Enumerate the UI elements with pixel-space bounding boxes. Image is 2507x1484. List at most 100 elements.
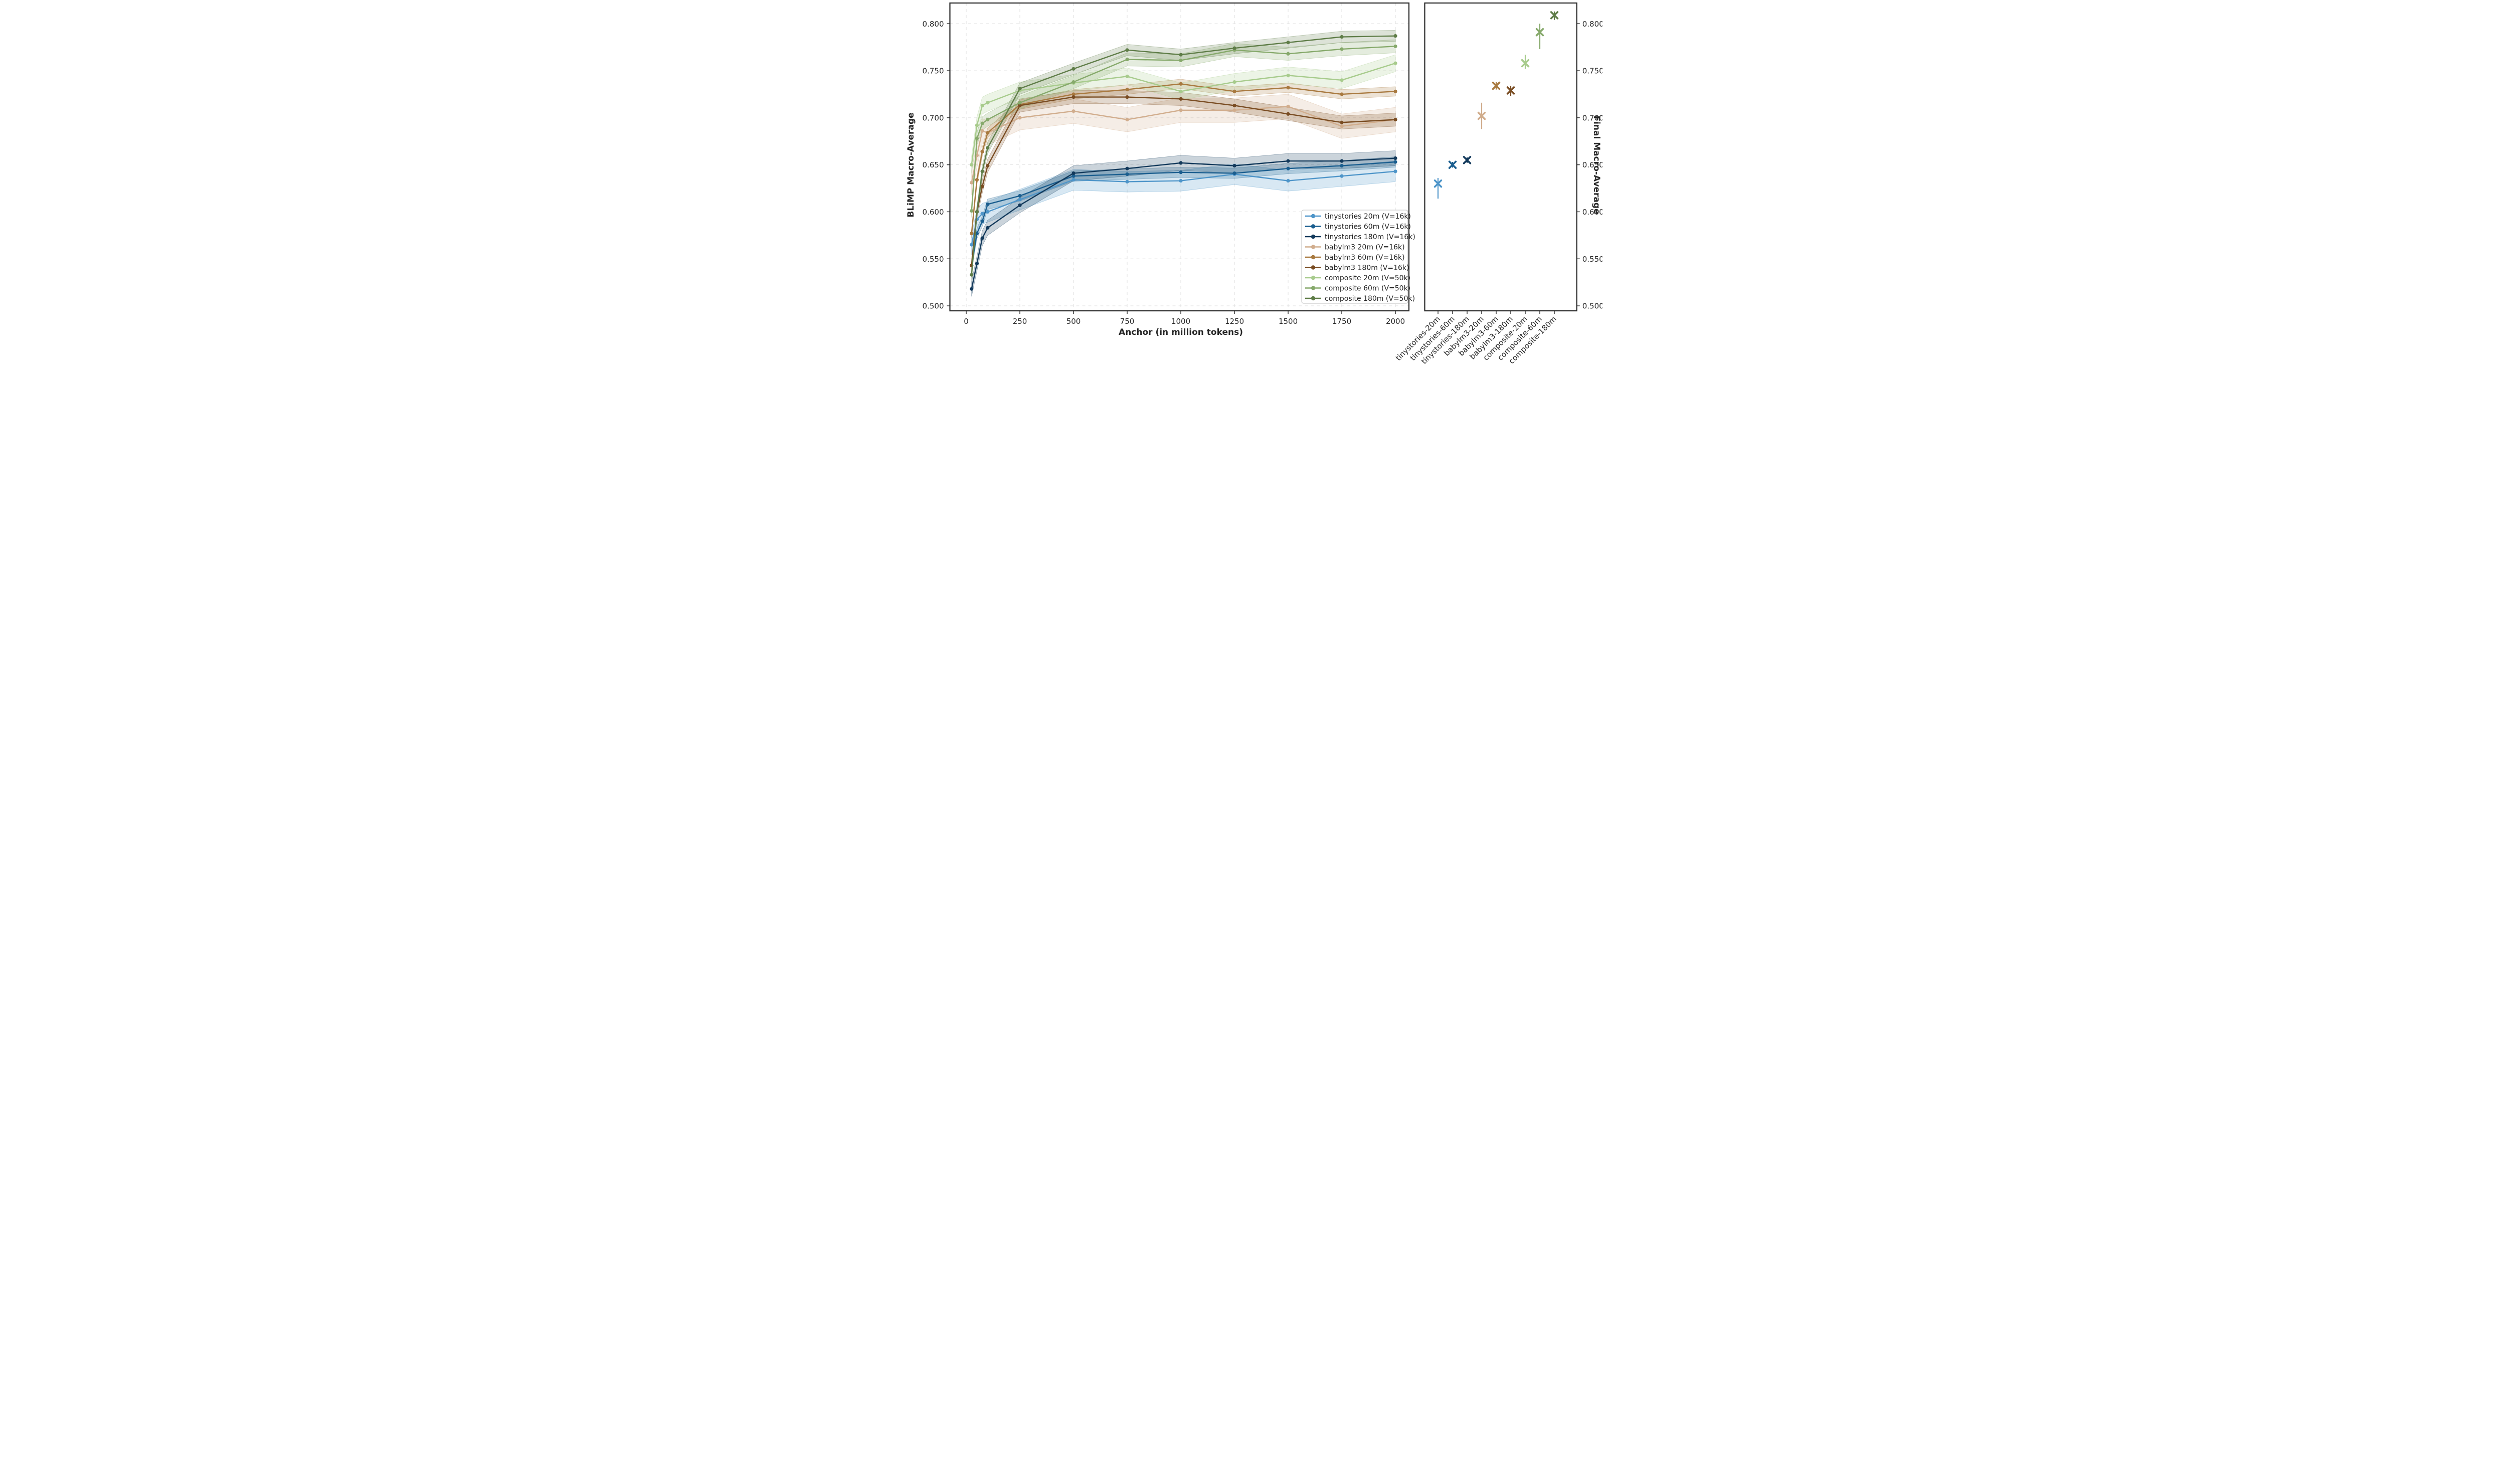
right-y-tick-label: 0.550 bbox=[1582, 255, 1602, 264]
series-marker-tinystories-180m bbox=[985, 226, 989, 230]
series-line-tinystories-180m bbox=[971, 157, 1395, 289]
y-tick-label: 0.650 bbox=[922, 160, 944, 169]
x-tick-label: 1750 bbox=[1332, 317, 1351, 326]
right-y-tick-label: 0.700 bbox=[1582, 113, 1602, 122]
series-marker-tinystories-180m bbox=[969, 287, 973, 291]
band-composite-20m bbox=[971, 54, 1395, 173]
band-tinystories-60m bbox=[971, 156, 1395, 271]
scatter-marker-composite-180m bbox=[1550, 11, 1558, 20]
right-y-axis-title: Final Macro-Average bbox=[1591, 115, 1601, 214]
scatter-marker-composite-20m bbox=[1521, 59, 1529, 68]
y-tick-label: 0.750 bbox=[922, 67, 944, 76]
series-marker-composite-60m bbox=[1286, 52, 1290, 56]
x-tick-label: 2000 bbox=[1385, 317, 1404, 326]
legend-label-babylm3-60m: babylm3 60m (V=16k) bbox=[1325, 254, 1405, 262]
scatter-marker-composite-60m bbox=[1535, 28, 1544, 37]
series-marker-babylm3-180m bbox=[1017, 103, 1022, 108]
x-tick-label: 500 bbox=[1066, 317, 1081, 326]
series-marker-babylm3-60m bbox=[1071, 92, 1076, 96]
series-marker-babylm3-20m bbox=[1071, 109, 1076, 113]
series-marker-tinystories-180m bbox=[1071, 171, 1076, 175]
series-marker-babylm3-180m bbox=[1232, 103, 1236, 108]
series-marker-tinystories-20m bbox=[1339, 174, 1344, 178]
legend-label-tinystories-180m: tinystories 180m (V=16k) bbox=[1325, 233, 1415, 241]
band-composite-180m bbox=[971, 30, 1395, 281]
series-marker-composite-180m bbox=[1286, 41, 1290, 45]
series-line-babylm3-60m bbox=[971, 83, 1395, 234]
legend-label-composite-20m: composite 20m (V=50k) bbox=[1325, 274, 1410, 282]
scatter-marker-tinystories-20m bbox=[1434, 179, 1442, 188]
band-tinystories-20m bbox=[971, 160, 1395, 255]
series-marker-composite-20m bbox=[1339, 78, 1344, 82]
x-tick-label: 750 bbox=[1120, 317, 1134, 326]
legend-label-babylm3-20m: babylm3 20m (V=16k) bbox=[1325, 244, 1405, 252]
series-marker-tinystories-60m bbox=[1393, 160, 1397, 164]
right-y-tick-label: 0.600 bbox=[1582, 208, 1602, 217]
series-marker-tinystories-20m bbox=[980, 212, 984, 216]
legend-label-tinystories-20m: tinystories 20m (V=16k) bbox=[1325, 213, 1411, 221]
series-marker-babylm3-60m bbox=[985, 131, 989, 135]
series-marker-babylm3-60m bbox=[1339, 92, 1344, 96]
series-marker-tinystories-20m bbox=[1393, 169, 1397, 173]
scatter-marker-tinystories-60m bbox=[1448, 160, 1457, 169]
series-marker-composite-180m bbox=[969, 273, 973, 277]
series-line-babylm3-180m bbox=[971, 96, 1395, 266]
series-marker-composite-20m bbox=[985, 101, 989, 105]
series-marker-tinystories-20m bbox=[1071, 178, 1076, 182]
series-marker-tinystories-180m bbox=[1232, 163, 1236, 168]
series-marker-composite-20m bbox=[1393, 61, 1397, 65]
legend-marker-tinystories-180m bbox=[1311, 234, 1315, 239]
series-marker-babylm3-20m bbox=[1178, 108, 1183, 112]
legend-marker-composite-20m bbox=[1311, 275, 1315, 280]
series-marker-babylm3-60m bbox=[1178, 82, 1183, 86]
series-marker-tinystories-180m bbox=[1339, 159, 1344, 163]
scatter-marker-babylm3-60m bbox=[1492, 81, 1500, 90]
series-marker-tinystories-60m bbox=[985, 202, 989, 207]
legend-label-composite-60m: composite 60m (V=50k) bbox=[1325, 285, 1410, 293]
series-marker-composite-180m bbox=[1071, 67, 1076, 71]
series-marker-tinystories-180m bbox=[1393, 156, 1397, 160]
series-marker-babylm3-180m bbox=[1286, 112, 1290, 116]
series-marker-composite-180m bbox=[975, 210, 979, 214]
left-y-axis-title: BLiMP Macro-Average bbox=[906, 112, 916, 217]
series-marker-composite-60m bbox=[1125, 57, 1129, 62]
series-marker-composite-60m bbox=[975, 136, 979, 140]
series-marker-composite-180m bbox=[1178, 53, 1183, 57]
series-marker-composite-20m bbox=[1286, 73, 1290, 78]
right-panel-axes: 0.5000.5500.6000.6500.7000.7500.800tinys… bbox=[1393, 2, 1603, 366]
chart-svg: 0 250 500 750 1000 1250 1500 1750 2000 0.500 0.550… bbox=[906, 2, 1603, 366]
series-marker-composite-60m bbox=[1071, 80, 1076, 84]
series-marker-tinystories-60m bbox=[1286, 166, 1290, 170]
series-marker-composite-180m bbox=[1232, 46, 1236, 50]
series-marker-babylm3-180m bbox=[985, 163, 989, 168]
series-marker-composite-180m bbox=[980, 169, 984, 173]
series-marker-composite-180m bbox=[1339, 35, 1344, 39]
series-marker-tinystories-20m bbox=[1286, 178, 1290, 183]
series-line-tinystories-60m bbox=[971, 161, 1395, 266]
series-marker-babylm3-60m bbox=[975, 178, 979, 182]
left-panel-series bbox=[969, 34, 1397, 291]
series-marker-babylm3-60m bbox=[1232, 89, 1236, 93]
series-marker-composite-20m bbox=[1125, 74, 1129, 78]
series-line-composite-60m bbox=[971, 46, 1395, 211]
series-marker-composite-180m bbox=[1125, 48, 1129, 52]
series-marker-tinystories-20m bbox=[969, 243, 973, 247]
right-y-tick-label: 0.500 bbox=[1582, 302, 1602, 311]
legend-marker-tinystories-20m bbox=[1311, 214, 1315, 219]
series-marker-babylm3-180m bbox=[1393, 118, 1397, 122]
series-marker-composite-20m bbox=[975, 123, 979, 127]
legend: tinystories 20m (V=16k) tinystories 60m (… bbox=[1301, 210, 1415, 304]
series-marker-babylm3-180m bbox=[1071, 95, 1076, 99]
y-tick-label: 0.600 bbox=[922, 208, 944, 217]
series-marker-composite-60m bbox=[1017, 101, 1022, 105]
series-marker-composite-180m bbox=[1017, 87, 1022, 91]
series-marker-tinystories-180m bbox=[1125, 166, 1129, 170]
legend-marker-babylm3-20m bbox=[1311, 245, 1315, 249]
x-tick-label: 1250 bbox=[1224, 317, 1243, 326]
series-marker-composite-60m bbox=[1178, 58, 1183, 63]
series-marker-composite-60m bbox=[980, 121, 984, 125]
series-marker-tinystories-20m bbox=[1178, 178, 1183, 183]
x-tick-label: 250 bbox=[1012, 317, 1027, 326]
legend-box bbox=[1301, 210, 1408, 304]
series-marker-tinystories-60m bbox=[1232, 171, 1236, 175]
